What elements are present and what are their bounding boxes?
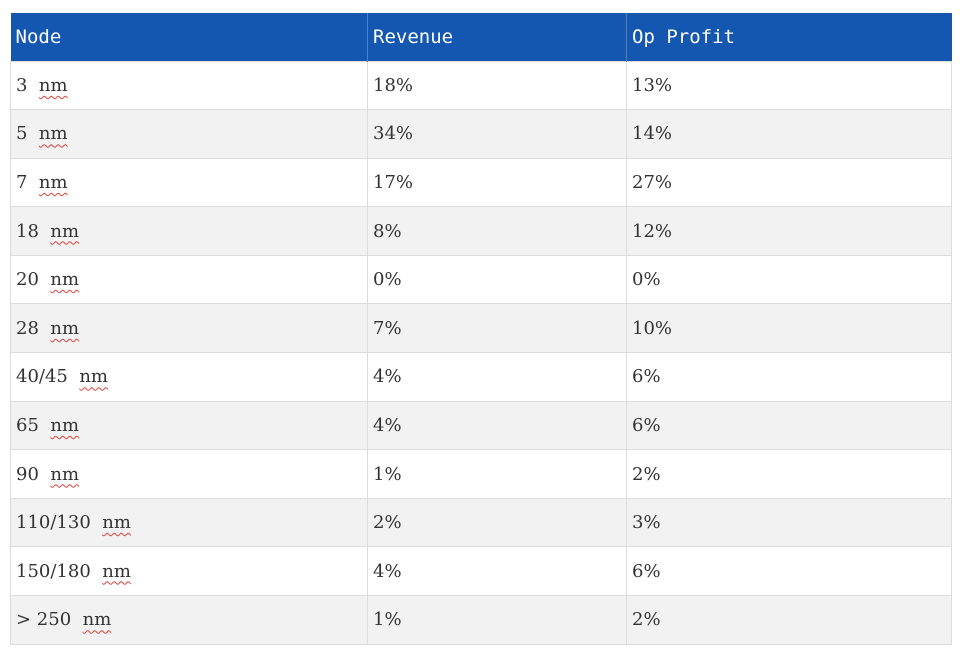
node-unit: nm: [50, 220, 80, 242]
node-value: 7: [16, 171, 28, 193]
node-revenue-table: Node Revenue Op Profit 3 nm 18% 13% 5 nm…: [10, 13, 952, 645]
node-value: 18: [16, 220, 39, 242]
node-unit: nm: [38, 123, 68, 145]
table-row: 110/130 nm 2% 3%: [10, 498, 952, 547]
node-value: 3: [16, 74, 28, 96]
node-unit: nm: [82, 609, 112, 631]
cell-op-profit: 14%: [626, 109, 952, 159]
table-row: 40/45 nm 4% 6%: [10, 352, 952, 402]
cell-node: 20 nm: [10, 255, 368, 304]
header-revenue: Revenue: [367, 13, 627, 61]
cell-node: 40/45 nm: [10, 352, 368, 402]
cell-revenue: 4%: [367, 546, 627, 596]
node-value: 110/130: [16, 512, 91, 534]
cell-op-profit: 10%: [626, 303, 952, 353]
node-unit: nm: [102, 560, 131, 582]
node-unit: nm: [102, 512, 131, 534]
header-row: Node Revenue Op Profit: [10, 13, 952, 61]
cell-op-profit: 13%: [626, 61, 952, 110]
cell-op-profit: 27%: [626, 158, 952, 207]
cell-revenue: 1%: [367, 449, 627, 499]
cell-node: 90 nm: [10, 449, 368, 499]
cell-node: 7 nm: [10, 158, 368, 207]
cell-revenue: 1%: [367, 595, 627, 645]
cell-revenue: 8%: [367, 206, 627, 256]
cell-node: 5 nm: [10, 109, 368, 159]
table-row: 5 nm 34% 14%: [10, 109, 952, 159]
cell-op-profit: 12%: [626, 206, 952, 256]
cell-node: 110/130 nm: [10, 498, 368, 547]
node-value: > 250: [16, 609, 72, 631]
cell-node: 28 nm: [10, 303, 368, 353]
cell-revenue: 0%: [367, 255, 627, 304]
cell-revenue: 2%: [367, 498, 627, 547]
node-value: 150/180: [16, 560, 91, 582]
cell-op-profit: 0%: [626, 255, 952, 304]
table-row: 65 nm 4% 6%: [10, 401, 952, 450]
cell-op-profit: 6%: [626, 401, 952, 450]
cell-revenue: 18%: [367, 61, 627, 110]
cell-op-profit: 6%: [626, 546, 952, 596]
cell-op-profit: 2%: [626, 449, 952, 499]
cell-op-profit: 6%: [626, 352, 952, 402]
node-value: 40/45: [16, 366, 68, 388]
node-unit: nm: [50, 269, 80, 291]
cell-revenue: 34%: [367, 109, 627, 159]
cell-revenue: 7%: [367, 303, 627, 353]
node-unit: nm: [38, 171, 68, 193]
cell-revenue: 4%: [367, 401, 627, 450]
cell-revenue: 17%: [367, 158, 627, 207]
node-value: 20: [16, 269, 39, 291]
node-value: 28: [16, 317, 39, 339]
cell-op-profit: 3%: [626, 498, 952, 547]
node-unit: nm: [79, 366, 108, 388]
table-row: 28 nm 7% 10%: [10, 303, 952, 353]
node-value: 5: [16, 123, 28, 145]
table-row: 7 nm 17% 27%: [10, 158, 952, 207]
table-row: 90 nm 1% 2%: [10, 449, 952, 499]
node-value: 65: [16, 414, 39, 436]
node-value: 90: [16, 463, 39, 485]
cell-node: 65 nm: [10, 401, 368, 450]
table-header: Node Revenue Op Profit: [10, 13, 952, 61]
node-unit: nm: [50, 414, 80, 436]
table-row: > 250 nm 1% 2%: [10, 595, 952, 645]
node-unit: nm: [50, 463, 80, 485]
table-row: 20 nm 0% 0%: [10, 255, 952, 304]
data-table-container: Node Revenue Op Profit 3 nm 18% 13% 5 nm…: [10, 13, 952, 645]
header-op-profit: Op Profit: [632, 25, 735, 48]
cell-node: 150/180 nm: [10, 546, 368, 596]
table-row: 3 nm 18% 13%: [10, 61, 952, 110]
cell-node: 18 nm: [10, 206, 368, 256]
node-unit: nm: [38, 74, 68, 96]
table-row: 18 nm 8% 12%: [10, 206, 952, 256]
table-body: 3 nm 18% 13% 5 nm 34% 14% 7 nm 17% 27% 1…: [10, 61, 952, 645]
cell-op-profit: 2%: [626, 595, 952, 645]
cell-revenue: 4%: [367, 352, 627, 402]
cell-node: > 250 nm: [10, 595, 368, 645]
table-row: 150/180 nm 4% 6%: [10, 546, 952, 596]
cell-node: 3 nm: [10, 61, 368, 110]
node-unit: nm: [50, 317, 80, 339]
header-node: Node: [10, 13, 368, 61]
